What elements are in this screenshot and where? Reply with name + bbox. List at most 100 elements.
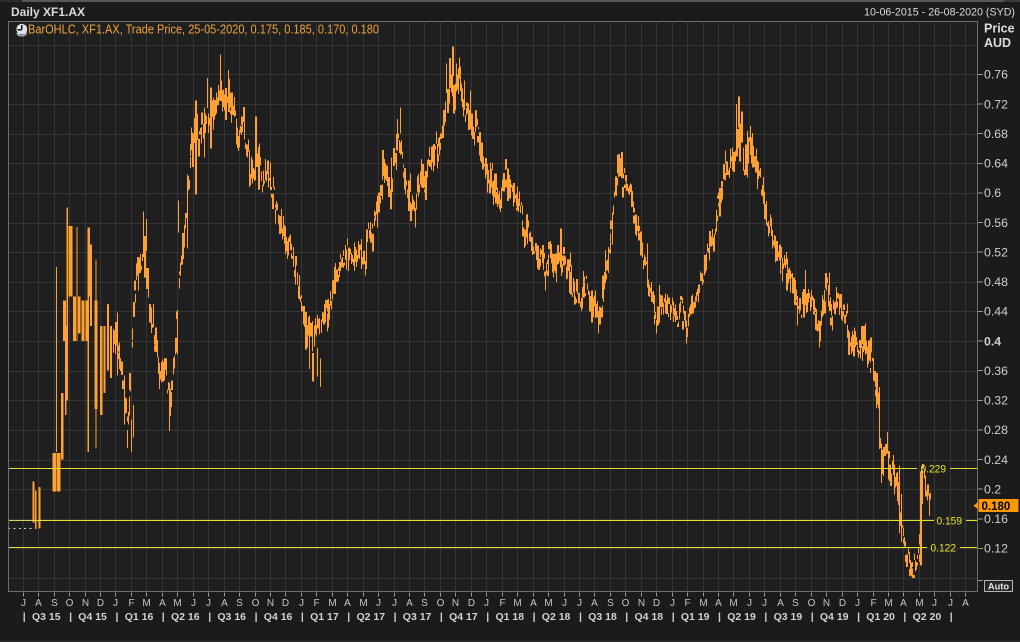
svg-text:Q3 17: Q3 17: [403, 611, 432, 623]
svg-text:A: A: [591, 598, 598, 609]
svg-text:O: O: [252, 598, 260, 609]
svg-text:0.52: 0.52: [984, 245, 1008, 259]
svg-text:|: |: [394, 611, 397, 623]
svg-text:Q4 16: Q4 16: [264, 611, 293, 623]
svg-text:M: M: [915, 598, 923, 609]
svg-text:A: A: [159, 598, 166, 609]
svg-text:F: F: [313, 598, 319, 609]
svg-text:Q3 16: Q3 16: [217, 611, 246, 623]
svg-text:M: M: [884, 598, 892, 609]
svg-text:Q1 16: Q1 16: [125, 611, 154, 623]
svg-text:|: |: [255, 611, 258, 623]
svg-text:0.2: 0.2: [984, 482, 1001, 496]
svg-text:|: |: [208, 611, 211, 623]
svg-text:S: S: [421, 598, 428, 609]
svg-text:|: |: [23, 611, 26, 623]
svg-text:J: J: [376, 598, 381, 609]
svg-text:J: J: [762, 598, 767, 609]
svg-text:|: |: [950, 611, 953, 623]
svg-text:A: A: [900, 598, 907, 609]
svg-text:0.64: 0.64: [984, 157, 1008, 171]
svg-text:A: A: [715, 598, 722, 609]
svg-text:BarOHLC, XF1.AX, Trade Price,: BarOHLC, XF1.AX, Trade Price, 25-05-2020…: [28, 23, 379, 37]
svg-text:AUD: AUD: [984, 36, 1011, 50]
svg-text:J: J: [670, 598, 675, 609]
svg-text:M: M: [359, 598, 367, 609]
svg-text:J: J: [21, 598, 26, 609]
svg-text:M: M: [699, 598, 707, 609]
svg-text:D: D: [839, 598, 846, 609]
svg-text:M: M: [544, 598, 552, 609]
svg-text:|: |: [486, 611, 489, 623]
svg-text:J: J: [932, 598, 937, 609]
svg-text:J: J: [747, 598, 752, 609]
svg-text:Q3 18: Q3 18: [588, 611, 617, 623]
svg-text:N: N: [823, 598, 830, 609]
svg-text:A: A: [221, 598, 228, 609]
svg-text:0.16: 0.16: [984, 512, 1008, 526]
svg-text:|: |: [69, 611, 72, 623]
svg-text:0.68: 0.68: [984, 127, 1008, 141]
svg-text:|: |: [533, 611, 536, 623]
svg-text:0.4: 0.4: [984, 334, 1001, 348]
svg-text:0.12: 0.12: [984, 542, 1008, 556]
svg-text:J: J: [948, 598, 953, 609]
svg-text:F: F: [128, 598, 134, 609]
svg-text:A: A: [962, 598, 969, 609]
svg-text:Q2 20: Q2 20: [913, 611, 942, 623]
svg-text:0.24: 0.24: [984, 453, 1008, 467]
svg-text:|: |: [764, 611, 767, 623]
svg-text:Q4 19: Q4 19: [820, 611, 849, 623]
svg-text:J: J: [577, 598, 582, 609]
svg-text:A: A: [344, 598, 351, 609]
svg-text:N: N: [452, 598, 459, 609]
svg-text:Q4 18: Q4 18: [634, 611, 663, 623]
svg-text:J: J: [392, 598, 397, 609]
svg-text:D: D: [97, 598, 104, 609]
svg-text:0.76: 0.76: [984, 68, 1008, 82]
svg-text:|: |: [116, 611, 119, 623]
svg-text:0.36: 0.36: [984, 364, 1008, 378]
svg-text:S: S: [51, 598, 58, 609]
svg-text:M: M: [729, 598, 737, 609]
svg-text:D: D: [282, 598, 289, 609]
svg-text:S: S: [792, 598, 799, 609]
svg-text:0.28: 0.28: [984, 423, 1008, 437]
svg-text:0.6: 0.6: [984, 186, 1001, 200]
svg-text:0.122: 0.122: [931, 543, 957, 555]
svg-text:|: |: [440, 611, 443, 623]
svg-text:Q4 17: Q4 17: [449, 611, 478, 623]
svg-text:A: A: [406, 598, 413, 609]
svg-text:|: |: [857, 611, 860, 623]
svg-text:|: |: [301, 611, 304, 623]
svg-text:Q2 19: Q2 19: [727, 611, 756, 623]
svg-text:Q1 18: Q1 18: [495, 611, 524, 623]
svg-text:S: S: [607, 598, 614, 609]
svg-text:M: M: [142, 598, 150, 609]
svg-text:10-06-2015 - 26-08-2020 (SYD): 10-06-2015 - 26-08-2020 (SYD): [864, 7, 1015, 19]
svg-text:0.44: 0.44: [984, 305, 1008, 319]
svg-text:Price: Price: [984, 22, 1015, 36]
svg-text:M: M: [328, 598, 336, 609]
svg-text:J: J: [113, 598, 118, 609]
svg-text:O: O: [808, 598, 816, 609]
svg-text:J: J: [191, 598, 196, 609]
svg-text:O: O: [622, 598, 630, 609]
svg-text:O: O: [66, 598, 74, 609]
svg-text:N: N: [267, 598, 274, 609]
svg-text:Q1 17: Q1 17: [310, 611, 339, 623]
svg-text:|: |: [162, 611, 165, 623]
svg-text:A: A: [530, 598, 537, 609]
svg-text:0.159: 0.159: [937, 516, 963, 528]
svg-text:N: N: [82, 598, 89, 609]
svg-text:|: |: [903, 611, 906, 623]
svg-text:M: M: [173, 598, 181, 609]
svg-text:Daily XF1.AX: Daily XF1.AX: [11, 5, 85, 19]
svg-text:|: |: [672, 611, 675, 623]
svg-text:F: F: [499, 598, 505, 609]
svg-text:Q3 19: Q3 19: [774, 611, 803, 623]
svg-text:F: F: [684, 598, 690, 609]
svg-text:J: J: [855, 598, 860, 609]
svg-text:Q2 17: Q2 17: [356, 611, 385, 623]
svg-text:0.72: 0.72: [984, 97, 1008, 111]
